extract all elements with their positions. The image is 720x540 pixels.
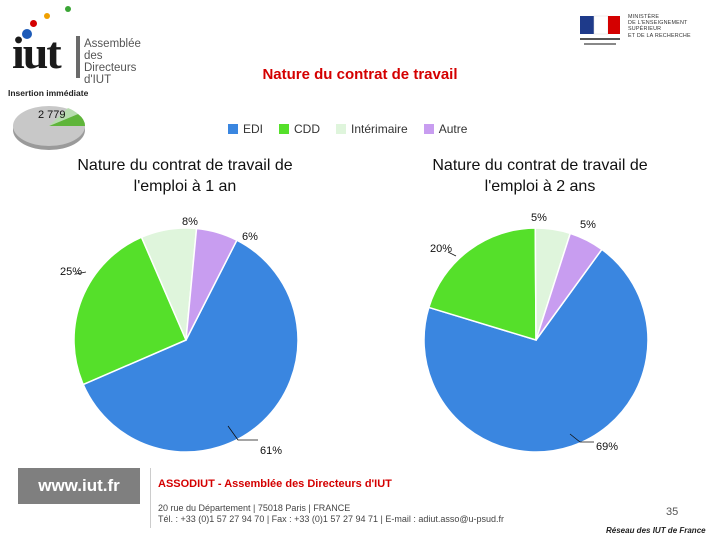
legend-swatch [423,124,434,134]
address-line: 20 rue du Département | 75018 Paris | FR… [158,503,351,513]
chart-title-line: l'emploi à 1 an [133,178,237,195]
footer-address: 20 rue du Département | 75018 Paris | FR… [158,503,504,525]
pie1-label-interimaire: 8% [182,216,198,228]
legend-item-cdd: CDD [279,122,320,136]
chart-title-2-years: Nature du contrat de travail de l'emploi… [395,155,685,197]
pie1-label-edi: 61% [260,445,282,457]
marianne-emblem [580,15,620,45]
emblem-caption [584,43,616,45]
pie2-label-edi: 69% [596,441,618,453]
logo-dot-red [30,20,37,27]
logo-subtitle-line: d'IUT [84,74,112,86]
pie-chart-1-year: 61% 25% 8% 6% [60,216,299,457]
pie-slices [73,227,299,453]
pie1-label-autre: 6% [242,231,258,243]
logo-dot-blue [22,29,32,39]
pie-slice-cdd [427,227,537,342]
mini-pie-slice-green [49,114,86,126]
leader-line-69 [569,433,594,443]
emblem-caption [580,38,620,40]
pie-slice-edi [82,239,299,453]
pie-slice-edi [423,248,649,453]
legend-item-interimaire: Intérimaire [336,122,408,136]
mini-pie-slice-light [49,108,78,126]
address-line: Tél. : +33 (0)1 57 27 94 70 | Fax : +33 … [158,514,505,524]
legend-label: EDI [243,122,264,136]
insertion-label: Insertion immédiate [8,88,89,98]
flag-white [593,15,609,35]
legend-label: Autre [438,122,468,136]
page-title: Nature du contrat de travail [262,66,458,83]
pie-chart-2-years: 69% 20% 5% 5% [423,212,649,453]
iut-logo: iut Assemblée des Directeurs d'IUT [8,4,158,99]
pie1-label-cdd: 25% [60,266,82,278]
ministry-text: MINISTÈRE DE L'ENSEIGNEMENT SUPÉRIEUR ET… [628,14,718,39]
legend-label: CDD [294,122,321,136]
flag-red [608,16,620,34]
legend-swatch [336,124,347,134]
logo-subtitle-line: Assemblée [84,38,141,50]
pie2-label-cdd: 20% [430,243,452,255]
logo-divider [76,36,80,78]
leader-line-20 [447,251,457,257]
legend-item-edi: EDI [228,122,263,136]
logo-subtitle: Assemblée des Directeurs d'IUT [84,38,158,86]
footer-url-link[interactable]: www.iut.fr [38,476,120,495]
ministry-line: ET DE LA RECHERCHE [628,32,691,39]
legend-swatch [279,124,290,134]
pie2-label-autre: 5% [580,219,596,231]
chart-title-1-year: Nature du contrat de travail de l'emploi… [40,155,330,197]
pie-slice-autre [535,232,603,341]
pie2-label-interimaire: 5% [531,212,547,224]
chart-title-line: Nature du contrat de travail de [77,157,293,174]
mini-pie-value: 2 779 [38,109,66,121]
pie-slices [423,227,649,453]
legend-label: Intérimaire [351,122,408,136]
leader-line-25 [75,271,87,275]
footer-divider [150,468,151,528]
logo-wordmark: iut [12,27,62,78]
mini-pie-thumbnail: 2 779 [13,106,86,150]
logo-dot-green [65,6,71,12]
ministry-line: DE L'ENSEIGNEMENT SUPÉRIEUR [628,20,688,33]
pie-slice-cdd [73,236,187,386]
network-signature: Réseau des IUT de France [606,526,706,535]
flag-blue [580,16,594,34]
logo-dot-orange [44,13,50,19]
logo-subtitle-line: des Directeurs [84,50,137,74]
footer-association: ASSODIUT - Assemblée des Directeurs d'IU… [158,478,392,490]
leader-line-61 [227,425,258,441]
chart-title-line: l'emploi à 2 ans [484,178,596,195]
chart-title-line: Nature du contrat de travail de [432,157,648,174]
ministry-line: MINISTÈRE [628,14,660,20]
ministry-logo: MINISTÈRE DE L'ENSEIGNEMENT SUPÉRIEUR ET… [578,14,718,50]
legend-swatch [228,124,238,134]
legend-item-autre: Autre [423,122,468,136]
chart-legend: EDI CDD Intérimaire Autre [228,122,467,136]
pie-slice-autre [185,227,238,341]
footer-url-box [18,468,140,504]
page-number: 35 [666,506,679,518]
